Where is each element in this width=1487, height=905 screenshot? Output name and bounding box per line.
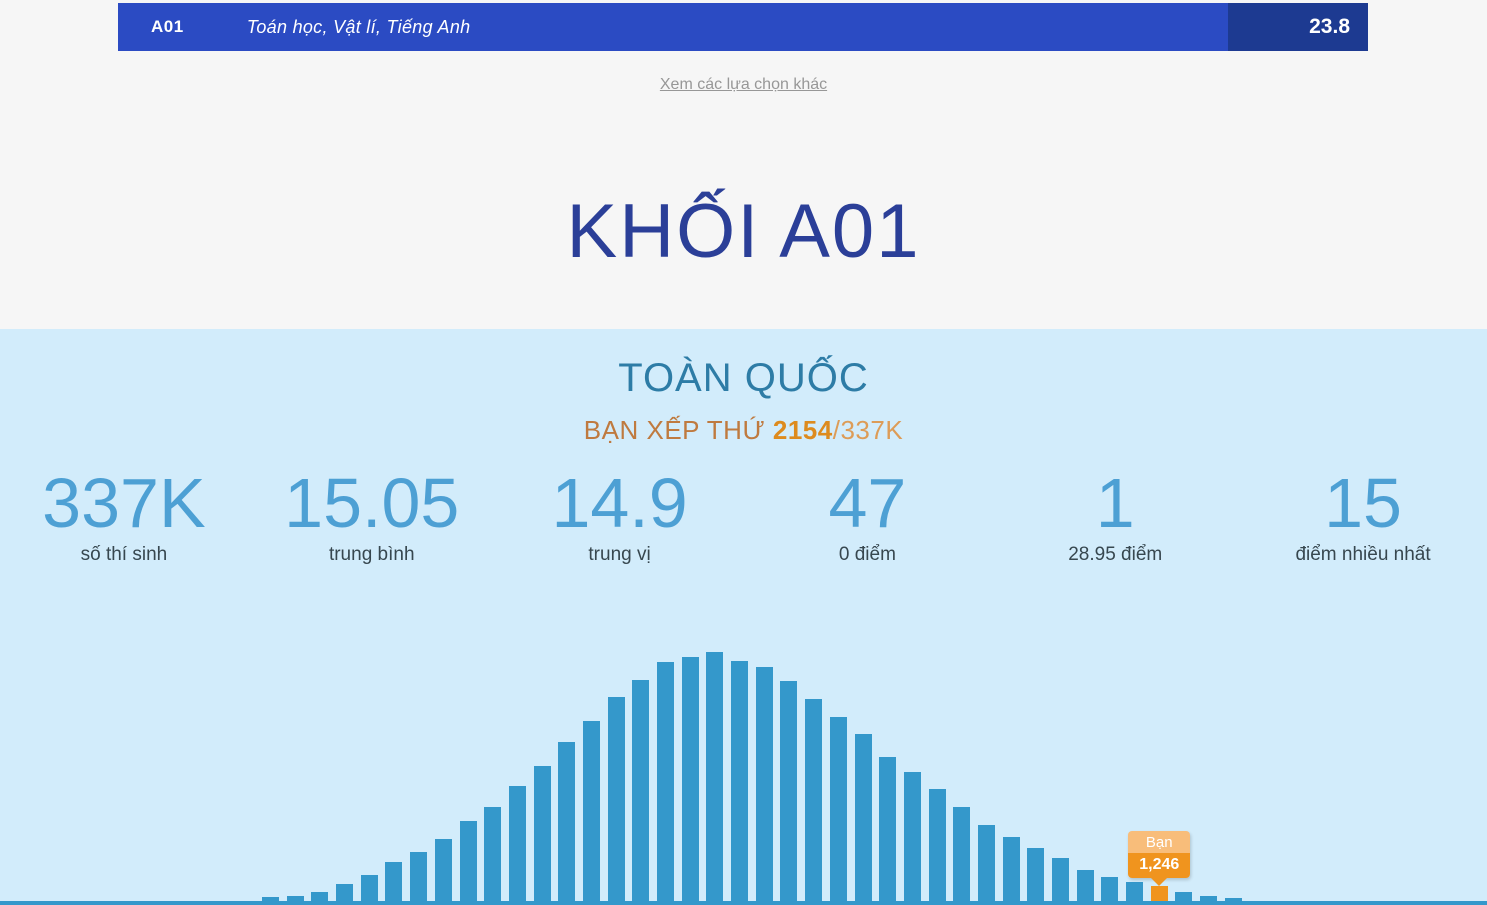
histogram-bar[interactable] bbox=[582, 721, 600, 901]
tooltip-value: 1,246 bbox=[1128, 853, 1191, 878]
histogram-bar[interactable] bbox=[1027, 848, 1045, 901]
histogram-bar[interactable] bbox=[459, 821, 477, 901]
stat-top-score: 1 28.95 điểm bbox=[991, 466, 1239, 566]
stat-label: trung bình bbox=[328, 544, 415, 565]
stat-value: 14.9 bbox=[551, 464, 688, 542]
user-bar-tooltip: Bạn 1,246 bbox=[1128, 831, 1191, 878]
exam-block-subjects: Toán học, Vật lí, Tiếng Anh bbox=[246, 16, 471, 37]
histogram-bar[interactable] bbox=[484, 807, 502, 901]
histogram-bar[interactable] bbox=[731, 661, 749, 901]
exam-block-score: 23.8 bbox=[1309, 15, 1350, 38]
histogram-bar-user[interactable]: Bạn 1,246 bbox=[1128, 831, 1191, 901]
histogram-bar[interactable] bbox=[1101, 877, 1119, 901]
region-title: TOÀN QUỐC bbox=[618, 356, 869, 400]
histogram-bar[interactable] bbox=[311, 892, 329, 901]
stat-label: số thí sinh bbox=[80, 544, 168, 565]
histogram-x-axis bbox=[0, 901, 1487, 905]
histogram-bar[interactable] bbox=[558, 742, 576, 901]
exam-block-code: A01 bbox=[151, 17, 184, 36]
histogram-bar[interactable] bbox=[879, 757, 897, 901]
histogram-bar[interactable] bbox=[977, 825, 995, 901]
stat-label: 28.95 điểm bbox=[1068, 544, 1163, 565]
stat-zero-scores: 47 0 điểm bbox=[743, 466, 991, 566]
histogram-bar[interactable] bbox=[1076, 870, 1094, 901]
histogram-bar[interactable] bbox=[928, 789, 946, 901]
histogram-bar[interactable] bbox=[1126, 882, 1144, 901]
other-options-link[interactable]: Xem các lựa chọn khác bbox=[659, 76, 828, 93]
histogram-bar[interactable] bbox=[657, 662, 674, 901]
histogram-bar[interactable] bbox=[706, 652, 724, 901]
histogram-bar[interactable] bbox=[607, 697, 625, 901]
histogram-bar[interactable] bbox=[953, 807, 971, 901]
stat-value: 15.05 bbox=[284, 464, 460, 542]
histogram-bar[interactable] bbox=[286, 896, 304, 901]
histogram-bar[interactable] bbox=[533, 766, 551, 901]
stat-mean: 15.05 trung bình bbox=[248, 466, 496, 566]
page-title: KHỐI A01 bbox=[566, 189, 921, 274]
histogram-bar[interactable] bbox=[854, 734, 872, 901]
histogram-bar[interactable] bbox=[829, 717, 847, 901]
histogram-bar[interactable] bbox=[755, 667, 773, 901]
histogram-bar[interactable] bbox=[434, 839, 452, 901]
rank-line: BẠN XẾP THỨ 2154/337K bbox=[0, 415, 1487, 446]
histogram-bar[interactable] bbox=[805, 699, 823, 901]
histogram-bar[interactable] bbox=[903, 772, 921, 901]
stat-mode: 15 điểm nhiều nhất bbox=[1239, 466, 1487, 566]
stat-label: 0 điểm bbox=[838, 544, 896, 565]
rank-value: 2154 bbox=[772, 415, 833, 445]
histogram-bar[interactable] bbox=[1002, 837, 1020, 901]
other-options-row: Xem các lựa chọn khác bbox=[0, 76, 1487, 94]
histogram-bar[interactable] bbox=[1175, 892, 1193, 901]
stat-value: 337K bbox=[42, 464, 206, 542]
histogram-bar[interactable] bbox=[336, 884, 354, 901]
histogram-bar[interactable] bbox=[1052, 858, 1069, 901]
stat-value: 47 bbox=[828, 464, 907, 542]
national-section: TOÀN QUỐC BẠN XẾP THỨ 2154/337K 337K số … bbox=[0, 329, 1487, 905]
histogram-bar[interactable] bbox=[780, 681, 798, 901]
histogram-bar[interactable] bbox=[508, 786, 526, 901]
histogram-bar[interactable] bbox=[1224, 898, 1242, 901]
histogram-bar[interactable] bbox=[1200, 896, 1218, 901]
stat-median: 14.9 trung vị bbox=[496, 466, 744, 566]
histogram-bar[interactable] bbox=[681, 657, 699, 901]
stat-value: 1 bbox=[1095, 464, 1135, 542]
stats-row: 337K số thí sinh 15.05 trung bình 14.9 t… bbox=[0, 466, 1487, 566]
rank-total: /337K bbox=[832, 415, 904, 445]
exam-block-header[interactable]: A01 Toán học, Vật lí, Tiếng Anh 23.8 bbox=[118, 3, 1368, 51]
stat-value: 15 bbox=[1324, 464, 1402, 542]
score-histogram: Bạn 1,246 bbox=[262, 652, 1242, 901]
exam-block-score-badge: 23.8 bbox=[1228, 3, 1368, 51]
histogram-bar[interactable] bbox=[262, 897, 279, 901]
stat-candidates: 337K số thí sinh bbox=[0, 466, 248, 566]
stat-label: trung vị bbox=[588, 544, 651, 565]
rank-prefix: BẠN XẾP THỨ bbox=[583, 415, 773, 445]
tooltip-label: Bạn bbox=[1128, 831, 1191, 853]
histogram-bar[interactable] bbox=[632, 680, 650, 901]
histogram-bar[interactable] bbox=[410, 852, 428, 901]
histogram-bar[interactable] bbox=[385, 862, 403, 901]
stat-label: điểm nhiều nhất bbox=[1295, 544, 1431, 565]
histogram-bar[interactable] bbox=[360, 875, 378, 901]
